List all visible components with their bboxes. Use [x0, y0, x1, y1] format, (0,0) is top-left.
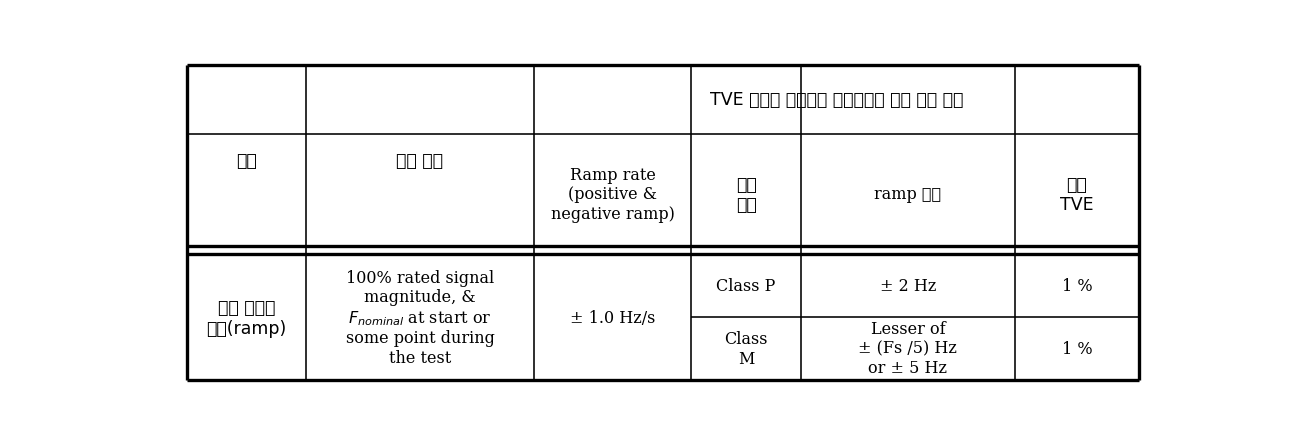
Text: ramp 범위: ramp 범위	[874, 186, 941, 203]
Text: TVE 조건을 만족하는 파라미터의 최소 설정 범위: TVE 조건을 만족하는 파라미터의 최소 설정 범위	[710, 91, 963, 109]
Text: 1 %: 1 %	[1062, 340, 1093, 357]
Text: 성능
분류: 성능 분류	[736, 175, 756, 214]
Text: ± 1.0 Hz/s: ± 1.0 Hz/s	[570, 309, 656, 326]
Text: 100% rated signal
magnitude, &
$F_{nominal}$ at start or
some point during
the t: 100% rated signal magnitude, & $F_{nomin…	[345, 269, 494, 366]
Text: ± 2 Hz: ± 2 Hz	[879, 278, 936, 294]
Text: 1 %: 1 %	[1062, 278, 1093, 294]
Text: 선형 주파수
변화(ramp): 선형 주파수 변화(ramp)	[206, 298, 286, 337]
Text: 신호: 신호	[235, 151, 256, 169]
Text: 기준 조건: 기준 조건	[397, 151, 443, 169]
Text: 최대
TVE: 최대 TVE	[1060, 175, 1094, 214]
Text: Ramp rate
(positive &
negative ramp): Ramp rate (positive & negative ramp)	[551, 167, 675, 223]
Text: Lesser of
± (Fs /5) Hz
or ± 5 Hz: Lesser of ± (Fs /5) Hz or ± 5 Hz	[859, 321, 957, 377]
Text: Class
M: Class M	[724, 330, 768, 367]
Text: Class P: Class P	[716, 278, 776, 294]
